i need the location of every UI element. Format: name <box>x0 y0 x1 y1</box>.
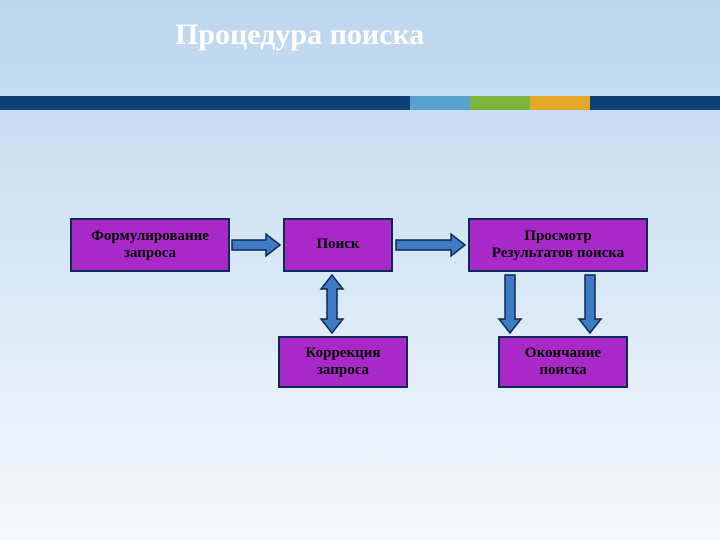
node-formulate-query: Формулирование запроса <box>70 218 230 272</box>
node-correct-query: Коррекция запроса <box>278 336 408 388</box>
node-view-results: Просмотр Результатов поиска <box>468 218 648 272</box>
slide-title: Процедура поиска <box>175 18 424 52</box>
header-band-segment <box>590 96 720 110</box>
node-label: Поиск <box>316 236 359 253</box>
slide-canvas: Процедура поиска Формулирование запроса … <box>0 0 720 540</box>
view-to-correct <box>499 275 521 333</box>
node-label: Просмотр Результатов поиска <box>492 228 624 263</box>
view-to-finish <box>579 275 601 333</box>
node-label: Окончание поиска <box>525 345 601 380</box>
header-band-segment <box>0 96 410 110</box>
header-band-segment <box>530 96 590 110</box>
node-search: Поиск <box>283 218 393 272</box>
header-band-segment <box>410 96 470 110</box>
node-label: Формулирование запроса <box>91 228 209 263</box>
search-correct <box>321 275 343 333</box>
formulate-to-search <box>232 234 280 256</box>
header-band-segment <box>470 96 530 110</box>
search-to-view <box>396 234 465 256</box>
node-label: Коррекция запроса <box>305 345 380 380</box>
node-finish-search: Окончание поиска <box>498 336 628 388</box>
